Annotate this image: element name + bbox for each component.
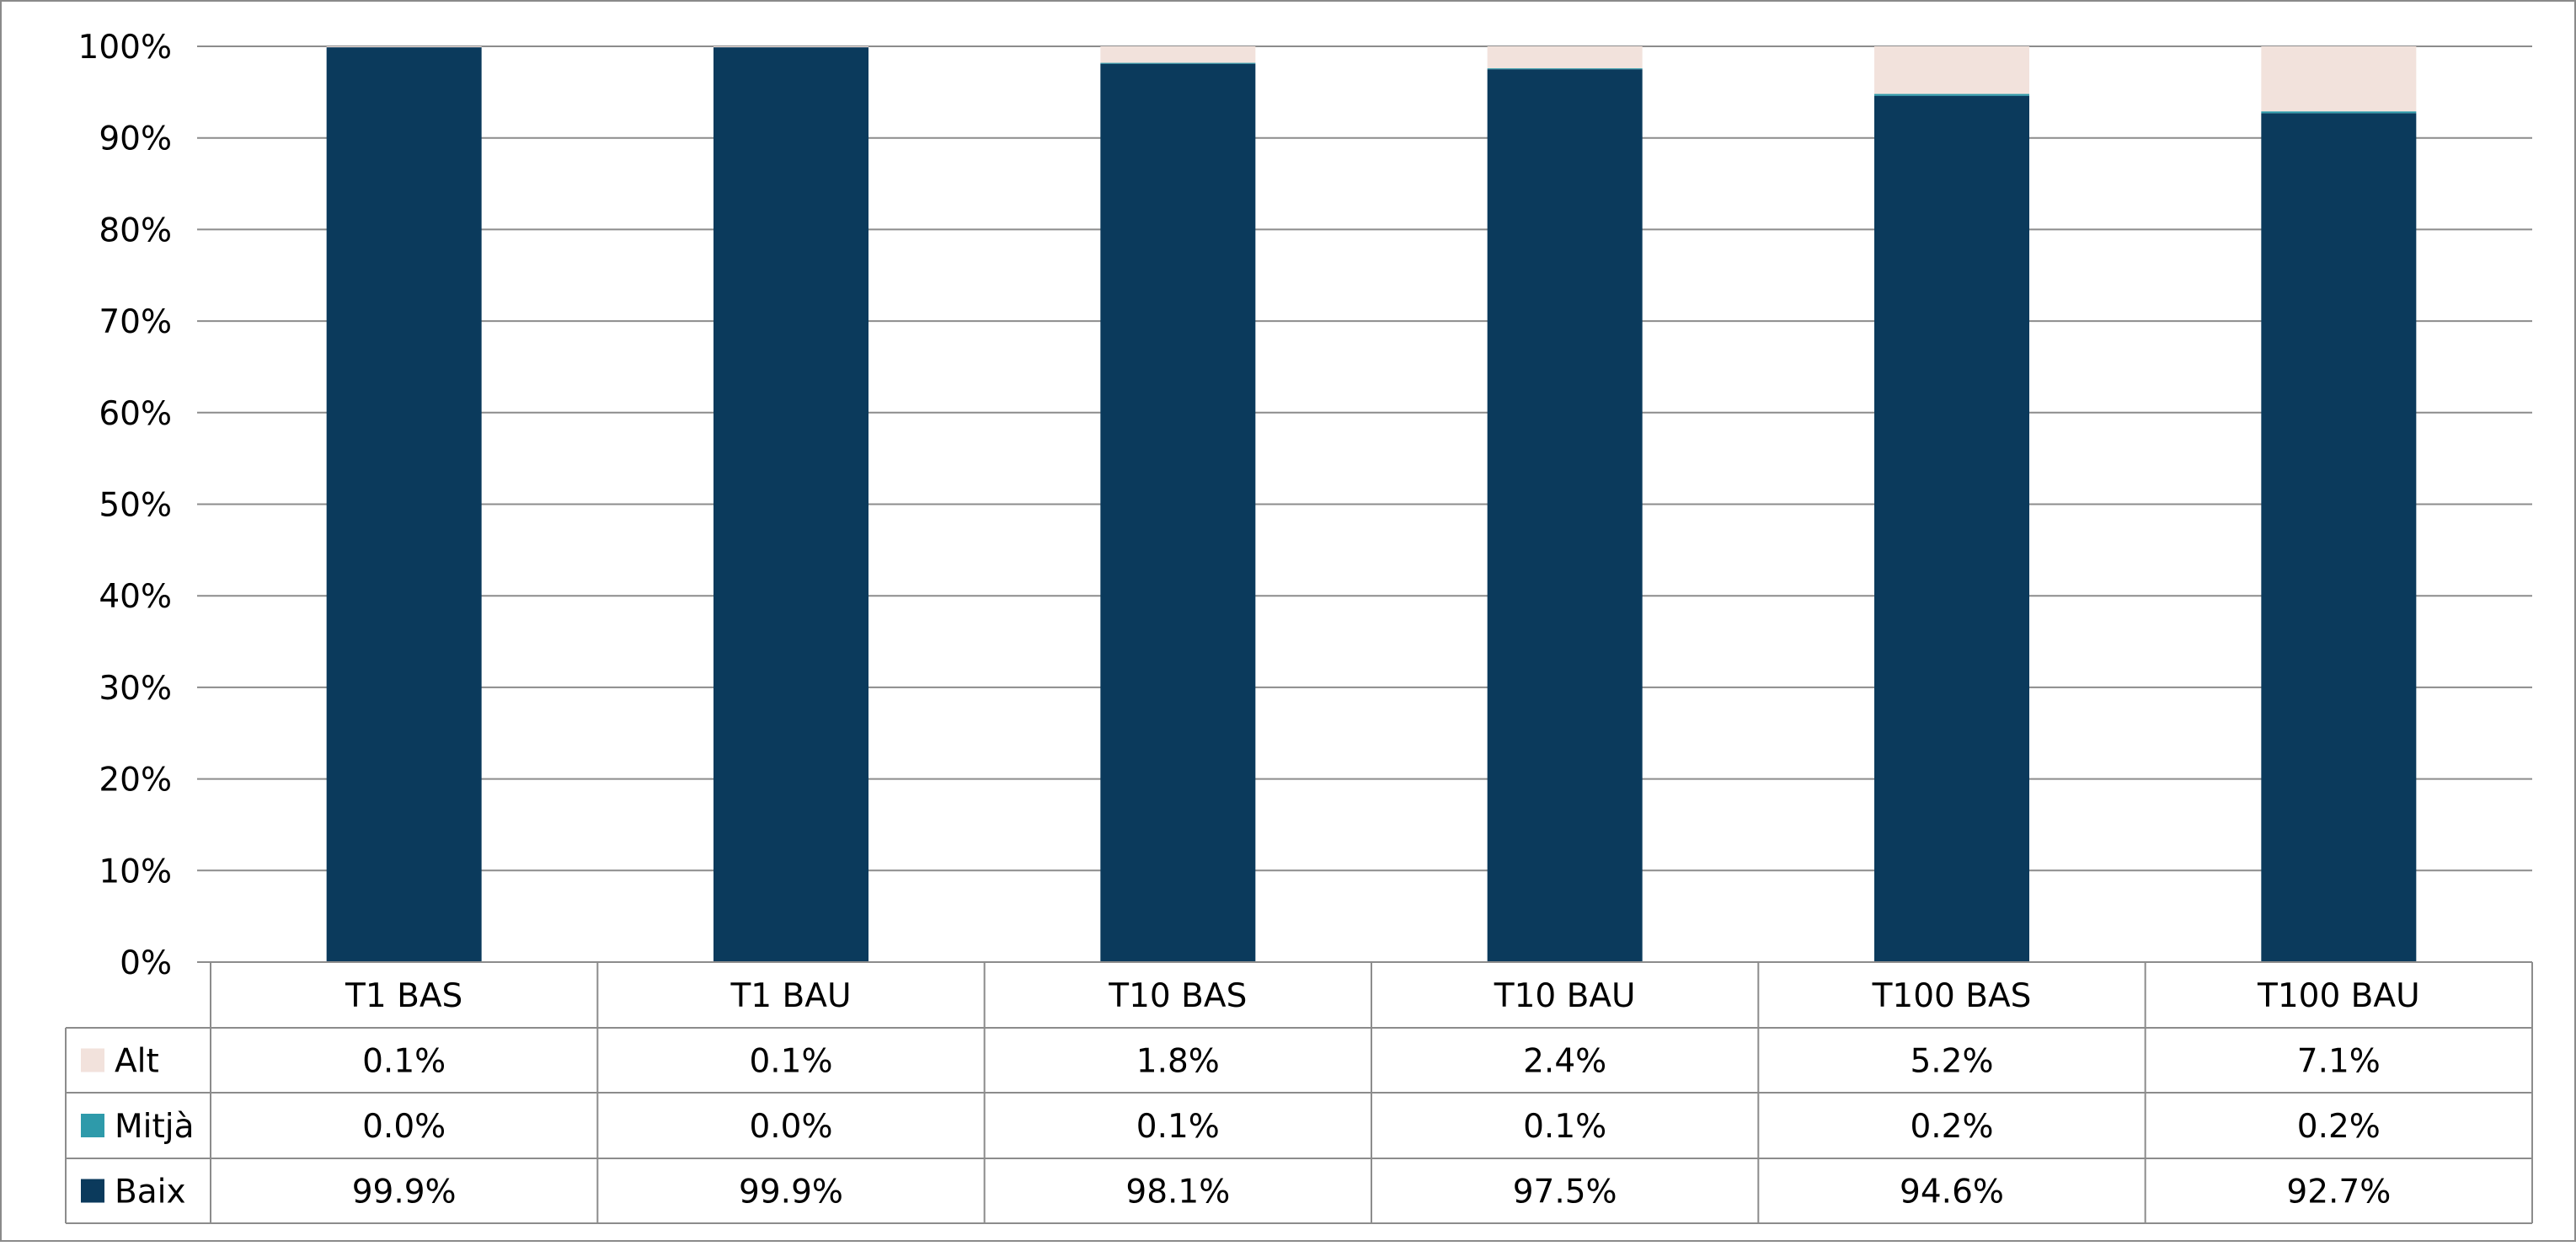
data-value-label: 0.1% — [749, 1043, 832, 1081]
data-value-label: 94.6% — [1900, 1174, 2004, 1211]
data-value-label: 99.9% — [739, 1174, 843, 1211]
y-tick-label: 70% — [99, 303, 172, 341]
bar-segment-baix — [1487, 69, 1643, 962]
y-tick-label: 90% — [99, 120, 172, 158]
data-value-label: 97.5% — [1513, 1174, 1617, 1211]
bar-segment-alt — [326, 46, 482, 48]
y-tick-label: 80% — [99, 211, 172, 249]
y-tick-label: 10% — [99, 853, 172, 890]
data-value-label: 0.0% — [362, 1108, 446, 1146]
data-value-label: 98.1% — [1125, 1174, 1230, 1211]
data-value-label: 0.2% — [1910, 1108, 1993, 1146]
x-category-label: T1 BAS — [345, 977, 462, 1015]
x-category-label: T100 BAS — [1872, 977, 2032, 1015]
data-value-label: 0.2% — [2297, 1108, 2381, 1146]
data-value-label: 5.2% — [1910, 1043, 1993, 1081]
data-value-label: 0.1% — [1523, 1108, 1606, 1146]
data-table: T1 BAS T1 BAU T10 BAS T10 BAU T100 BAS T100 B… — [65, 961, 2533, 1224]
data-value-label: 0.0% — [749, 1108, 832, 1146]
y-axis-ticks: 0% 10% 20% 30% 40% 50% 60% 70% 80% 90% 100% — [78, 29, 173, 982]
y-tick-label: 100% — [78, 29, 173, 67]
data-value-label: 1.8% — [1136, 1043, 1220, 1081]
data-value-label: 2.4% — [1523, 1043, 1606, 1081]
y-tick-label: 30% — [99, 670, 172, 708]
bar-segment-baix — [2261, 113, 2417, 962]
bars — [326, 46, 2417, 963]
bar-segment-mitjà — [1487, 68, 1643, 70]
bar-segment-alt — [1487, 46, 1643, 69]
legend-label: Baix — [115, 1174, 186, 1211]
bar-segment-mitjà — [1874, 94, 2029, 96]
data-value-label: 7.1% — [2297, 1043, 2381, 1081]
bar-segment-baix — [1100, 63, 1256, 963]
data-value-label: 99.9% — [352, 1174, 457, 1211]
data-value-label: 92.7% — [2286, 1174, 2391, 1211]
legend-key-baix — [81, 1179, 104, 1203]
legend-label: Alt — [115, 1043, 159, 1081]
bar-segment-alt — [1874, 46, 2029, 94]
legend-label: Mitjà — [115, 1108, 195, 1146]
x-category-label: T10 BAS — [1108, 977, 1247, 1015]
y-tick-label: 0% — [120, 944, 172, 982]
data-value-label: 0.1% — [362, 1043, 446, 1081]
bar-segment-baix — [1874, 95, 2029, 962]
y-tick-label: 60% — [99, 395, 172, 433]
y-tick-label: 40% — [99, 578, 172, 616]
bar-segment-mitjà — [1100, 62, 1256, 64]
bar-segment-baix — [326, 47, 482, 962]
data-value-label: 0.1% — [1136, 1108, 1220, 1146]
bar-segment-mitjà — [2261, 111, 2417, 114]
legend-key-alt — [81, 1048, 104, 1072]
y-tick-label: 50% — [99, 487, 172, 525]
bar-segment-baix — [713, 47, 868, 962]
bar-segment-alt — [713, 46, 868, 48]
bar-segment-alt — [1100, 46, 1256, 63]
legend-key-mitjà — [81, 1114, 104, 1137]
x-category-label: T1 BAU — [730, 977, 851, 1015]
bar-segment-alt — [2261, 46, 2417, 112]
y-tick-label: 20% — [99, 762, 172, 799]
x-category-label: T10 BAU — [1494, 977, 1636, 1015]
x-category-label: T100 BAU — [2257, 977, 2420, 1015]
